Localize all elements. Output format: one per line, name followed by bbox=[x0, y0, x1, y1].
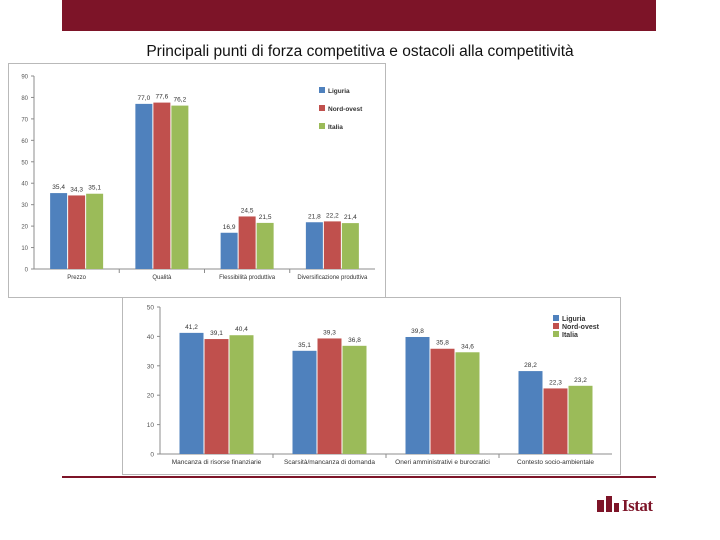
bar-nordovest-2 bbox=[153, 102, 171, 269]
header-bar bbox=[62, 0, 656, 31]
data-label: 41,2 bbox=[185, 324, 198, 331]
legend-swatch-nordovest bbox=[319, 105, 325, 111]
bar-nordovest-2 bbox=[317, 338, 342, 454]
bar-liguria-2 bbox=[135, 103, 153, 269]
legend-swatch-liguria bbox=[319, 87, 325, 93]
slide-title: Principali punti di forza competitiva e … bbox=[146, 43, 574, 60]
legend-label: Italia bbox=[562, 332, 578, 339]
bar-italia-4 bbox=[568, 385, 593, 454]
bar-liguria-4 bbox=[518, 371, 543, 454]
y-tick-label: 0 bbox=[25, 268, 29, 274]
category-label: Prezzo bbox=[67, 275, 86, 281]
bar-italia-2 bbox=[342, 345, 367, 454]
data-label: 35,4 bbox=[52, 184, 65, 191]
category-label: Scarsità/mancanza di domanda bbox=[284, 459, 375, 466]
y-tick-label: 60 bbox=[21, 139, 28, 145]
bar-nordovest-4 bbox=[323, 221, 341, 269]
category-label: Oneri amministrativi e burocratici bbox=[395, 459, 490, 466]
category-label: Contesto socio-ambientale bbox=[517, 459, 594, 466]
bar-nordovest-3 bbox=[238, 216, 256, 269]
legend-label: Nord-ovest bbox=[328, 106, 363, 113]
bar-liguria-3 bbox=[220, 232, 238, 269]
data-label: 35,8 bbox=[436, 340, 449, 347]
legend-label: Italia bbox=[328, 124, 343, 131]
y-tick-label: 50 bbox=[147, 305, 155, 312]
data-label: 39,8 bbox=[411, 328, 424, 335]
data-label: 77,0 bbox=[138, 95, 151, 102]
legend-swatch-liguria bbox=[553, 315, 559, 321]
category-label: Diversificazione produttiva bbox=[297, 275, 368, 281]
category-label: Mancanza di risorse finanziarie bbox=[172, 459, 262, 466]
bar-liguria-1 bbox=[50, 193, 68, 269]
bar-liguria-3 bbox=[405, 336, 430, 454]
data-label: 21,8 bbox=[308, 213, 321, 220]
data-label: 40,4 bbox=[235, 326, 248, 333]
data-label: 16,9 bbox=[223, 224, 236, 231]
category-label: Flessibilità produttiva bbox=[219, 275, 276, 281]
bar-nordovest-3 bbox=[430, 348, 455, 454]
data-label: 28,2 bbox=[524, 362, 537, 369]
logo-mark-block-2 bbox=[606, 496, 612, 512]
legend-swatch-nordovest bbox=[553, 323, 559, 329]
logo-mark-block-3 bbox=[614, 503, 619, 512]
bar-nordovest-1 bbox=[68, 195, 86, 269]
y-tick-label: 70 bbox=[21, 117, 28, 123]
bar-italia-1 bbox=[86, 193, 104, 269]
y-tick-label: 50 bbox=[21, 160, 28, 166]
data-label: 21,4 bbox=[344, 214, 357, 221]
bar-italia-4 bbox=[341, 223, 359, 269]
bar-italia-1 bbox=[229, 335, 254, 454]
logo-mark-block-1 bbox=[597, 500, 604, 512]
footer-rule bbox=[62, 476, 656, 478]
y-tick-label: 30 bbox=[21, 203, 28, 209]
data-label: 39,1 bbox=[210, 330, 223, 337]
data-label: 34,6 bbox=[461, 343, 474, 350]
bar-liguria-2 bbox=[292, 350, 317, 454]
data-label: 22,2 bbox=[326, 212, 339, 219]
competitiveness-obstacles-chart: 0 10 20 30 40 50 41,2 39,1 40,4 Mancanza di risor… bbox=[122, 297, 621, 475]
data-label: 35,1 bbox=[88, 185, 101, 192]
y-tick-label: 0 bbox=[150, 452, 154, 459]
data-label: 76,2 bbox=[174, 97, 187, 104]
bar-italia-2 bbox=[171, 105, 189, 269]
bar-liguria-4 bbox=[305, 222, 323, 269]
category-label: Qualità bbox=[152, 275, 172, 281]
bar-nordovest-4 bbox=[543, 388, 568, 454]
data-label: 22,3 bbox=[549, 379, 562, 386]
data-label: 39,3 bbox=[323, 329, 336, 336]
data-label: 24,5 bbox=[241, 207, 254, 214]
bar-italia-3 bbox=[455, 352, 480, 454]
data-label: 35,1 bbox=[298, 342, 311, 349]
y-tick-label: 40 bbox=[21, 182, 28, 188]
competitive-strengths-svg: 0 10 20 30 40 50 60 70 80 90 35,4 34,3 35,1 Prezzo 77,… bbox=[21, 75, 375, 281]
legend-label: Nord-ovest bbox=[562, 324, 600, 331]
logo-text: Istat bbox=[622, 496, 653, 515]
competitiveness-obstacles-svg: 0 10 20 30 40 50 41,2 39,1 40,4 Mancanza di risor… bbox=[147, 305, 612, 466]
y-tick-label: 10 bbox=[147, 422, 155, 429]
y-tick-label: 30 bbox=[147, 363, 155, 370]
y-tick-label: 20 bbox=[21, 225, 28, 231]
istat-logo: Istat bbox=[597, 494, 659, 518]
data-label: 21,5 bbox=[259, 214, 272, 221]
y-tick-label: 90 bbox=[21, 75, 28, 81]
bar-nordovest-1 bbox=[204, 339, 229, 454]
legend-label: Liguria bbox=[562, 316, 585, 323]
data-label: 77,6 bbox=[156, 94, 169, 101]
legend-swatch-italia bbox=[553, 331, 559, 337]
y-tick-label: 10 bbox=[21, 246, 28, 252]
data-label: 34,3 bbox=[70, 186, 83, 193]
data-label: 23,2 bbox=[574, 377, 587, 384]
bar-italia-3 bbox=[256, 222, 274, 269]
y-tick-label: 80 bbox=[21, 96, 28, 102]
competitive-strengths-chart: 0 10 20 30 40 50 60 70 80 90 35,4 34,3 35,1 Prezzo 77,… bbox=[8, 63, 386, 298]
legend-swatch-italia bbox=[319, 123, 325, 129]
bar-liguria-1 bbox=[179, 332, 204, 454]
y-tick-label: 20 bbox=[147, 393, 155, 400]
y-tick-label: 40 bbox=[147, 334, 155, 341]
data-label: 36,8 bbox=[348, 337, 361, 344]
legend-label: Liguria bbox=[328, 88, 350, 95]
